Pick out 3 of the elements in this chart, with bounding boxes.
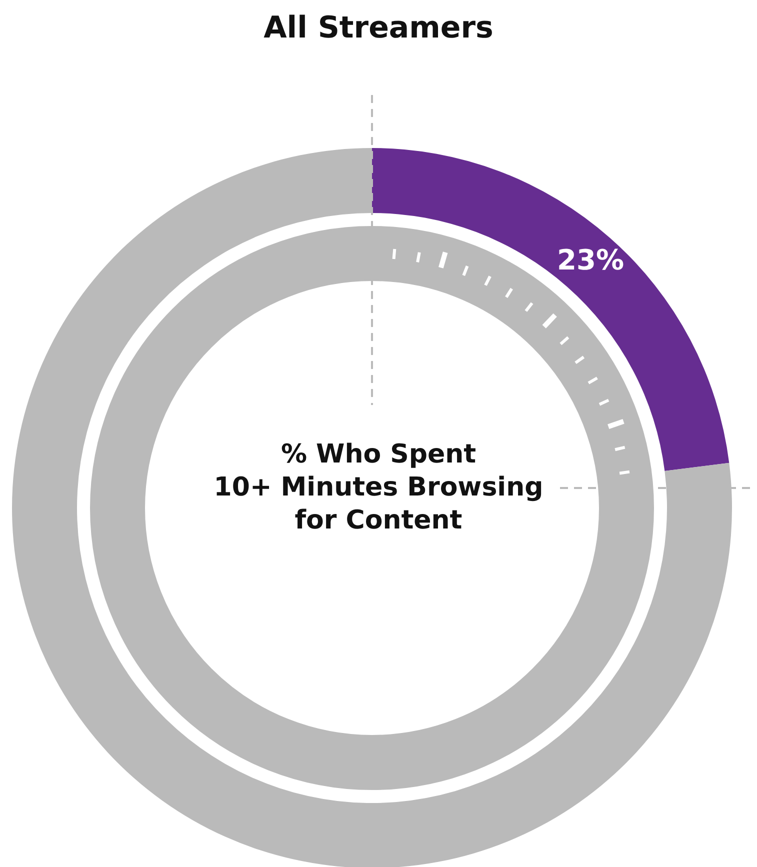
chart-title: All Streamers — [264, 10, 494, 46]
data-label: 23% — [557, 244, 624, 277]
text: % Who Spent 10+ Minutes Browsing for Content — [214, 440, 544, 536]
